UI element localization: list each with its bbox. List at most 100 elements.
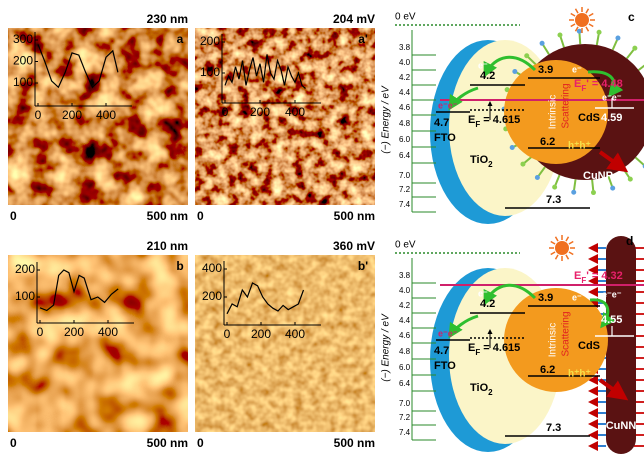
label-metal-electrons: e⁻e⁻ xyxy=(602,289,622,299)
label-holes: h⁺h⁺ xyxy=(568,141,591,152)
label-ef-symbol: E xyxy=(468,342,475,354)
label-fto-electrons: e⁻e⁻ xyxy=(438,100,458,110)
panel-label: b xyxy=(176,259,183,273)
afm-image xyxy=(8,255,188,432)
panel-label: a' xyxy=(358,32,368,46)
label-metal-electrons: e⁻e⁻ xyxy=(602,92,622,102)
inset-y-tick-label: 200 xyxy=(15,262,35,276)
ligand-head xyxy=(577,29,582,34)
inset-x-tick-label: 400 xyxy=(96,108,116,122)
scale-end: 500 nm xyxy=(334,436,375,450)
inset-x-tick-label: 0 xyxy=(224,327,231,341)
ligand-head xyxy=(520,162,525,167)
label-tio2-electrons: e⁻ xyxy=(478,288,488,298)
inset-x-tick-label: 400 xyxy=(285,327,305,341)
ligand xyxy=(639,63,644,70)
sun xyxy=(555,241,569,255)
afm-panel: b2001000200400 xyxy=(8,255,188,432)
label-metal: CuNP xyxy=(583,170,613,182)
ligand xyxy=(555,175,559,186)
panel-label: c xyxy=(628,10,635,24)
sun-ray xyxy=(571,14,575,17)
label-cds-cb: 3.9 xyxy=(538,292,553,304)
scale-label: 4.2 xyxy=(399,301,411,310)
label-fto-electrons: e⁻e⁻ xyxy=(438,328,458,338)
scale-label: 7.0 xyxy=(399,171,411,180)
ligand-head xyxy=(591,190,596,195)
label-ef-prime-value: ' = 4.48 xyxy=(586,78,623,90)
inset-x-tick-label: 200 xyxy=(62,108,82,122)
sun-ray xyxy=(551,242,555,245)
scale-label: 4.2 xyxy=(399,73,411,82)
label-scattering: Scattering xyxy=(561,83,572,128)
label-cds: CdS xyxy=(578,340,600,352)
scale-start: 0 xyxy=(197,209,204,223)
axis-title: (−) Energy / eV xyxy=(381,85,392,154)
inset-x-tick-label: 0 xyxy=(35,108,42,122)
label-cds-electrons: e⁻ xyxy=(572,64,582,74)
sun-ray xyxy=(569,252,573,255)
label-metal: CuNN xyxy=(606,420,637,432)
label-fto: FTO xyxy=(434,132,456,144)
label-ef-prime-value: ' = 4.32 xyxy=(586,270,623,282)
scale-label: 7.4 xyxy=(399,428,411,437)
scale-end: 500 nm xyxy=(334,209,375,223)
ligand-head xyxy=(512,69,517,74)
label-ef-prime-symbol: E xyxy=(574,270,581,282)
scale-label: 4.8 xyxy=(399,119,411,128)
ligand-head xyxy=(524,53,529,58)
axis-title: (−) Energy / eV xyxy=(381,313,392,382)
label-cds-cb: 3.9 xyxy=(538,64,553,76)
ligand-head xyxy=(557,32,562,37)
ligand xyxy=(613,39,618,50)
panel-label: b' xyxy=(358,259,368,273)
sun-ray xyxy=(556,237,559,241)
sun-ray xyxy=(576,9,579,13)
label-ef-value: = 4.615 xyxy=(480,114,520,126)
inset-y-tick-label: 200 xyxy=(200,34,220,48)
inset-x-tick-label: 200 xyxy=(250,105,270,119)
label-ef-prime-symbol: E xyxy=(574,78,581,90)
ligand xyxy=(636,158,644,166)
label-tio2-vb: 7.3 xyxy=(546,422,561,434)
inset-y-tick-label: 400 xyxy=(202,261,222,275)
scale-label: 7.0 xyxy=(399,399,411,408)
panel-label: d xyxy=(626,234,633,248)
ligand-head xyxy=(615,36,620,41)
label-scattering: Scattering xyxy=(561,311,572,356)
zero-label: 0 eV xyxy=(395,240,416,251)
sun-ray xyxy=(589,14,593,17)
sun-ray xyxy=(571,24,575,27)
zero-label: 0 eV xyxy=(395,12,416,23)
ligand-head xyxy=(535,175,540,180)
energy-diagram: 0 eV3.84.04.24.44.64.86.06.47.07.27.4(−)… xyxy=(381,7,644,224)
panel-label: a xyxy=(177,32,184,46)
sun-ray xyxy=(551,252,555,255)
scale-end: 500 nm xyxy=(147,436,188,450)
label-cds-vb: 6.2 xyxy=(540,364,555,376)
figure: a3002001000200400230 nm0500 nma'20010002… xyxy=(0,0,644,459)
ligand-head xyxy=(540,41,545,46)
panel-header: 230 nm xyxy=(147,12,188,26)
label-fto: FTO xyxy=(434,360,456,372)
scale-label: 4.6 xyxy=(399,331,411,340)
scale-label: 4.0 xyxy=(399,286,411,295)
label-cds-vb: 6.2 xyxy=(540,136,555,148)
panel-header: 360 mV xyxy=(333,239,375,253)
scale-label: 7.2 xyxy=(399,413,411,422)
label-intrinsic: Intrinsic xyxy=(548,95,559,129)
scale-label: 6.4 xyxy=(399,379,411,388)
sun-ray xyxy=(566,255,569,259)
scale-start: 0 xyxy=(197,436,204,450)
scale-label: 7.2 xyxy=(399,185,411,194)
ligand-head xyxy=(632,46,637,51)
scale-label: 4.4 xyxy=(399,88,411,97)
label-cds: CdS xyxy=(578,112,600,124)
scale-label: 6.0 xyxy=(399,363,411,372)
sun-ray xyxy=(586,9,589,13)
ligand xyxy=(574,179,576,191)
scale-label: 4.6 xyxy=(399,103,411,112)
label-metal-level: 4.59 xyxy=(601,112,622,124)
